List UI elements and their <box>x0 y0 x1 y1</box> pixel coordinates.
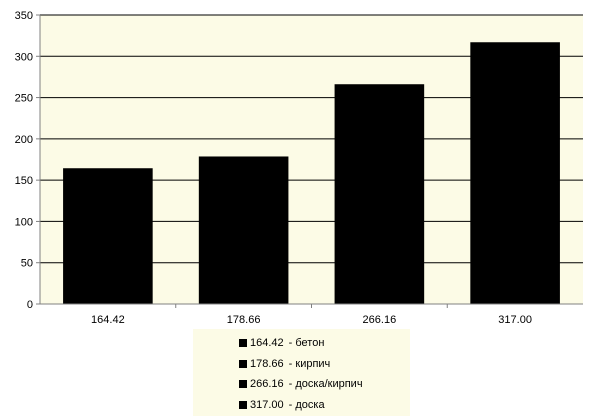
bar <box>198 156 289 304</box>
legend-item: 164.42 - бетон <box>239 333 410 354</box>
legend-item: 317.00 - доска <box>239 395 410 416</box>
legend-swatch <box>239 380 247 389</box>
legend-value: 178.66 <box>250 357 284 370</box>
legend-item: 266.16 - доска/кирпич <box>239 374 410 395</box>
legend-label: - кирпич <box>288 357 331 370</box>
legend-swatch <box>239 359 247 368</box>
y-tick-label: 150 <box>15 175 33 187</box>
legend-label: - бетон <box>288 337 325 350</box>
legend: 164.42 - бетон 178.66 - кирпич 266.16 - … <box>193 329 410 416</box>
bars <box>63 42 560 305</box>
x-tick-labels: 164.42 178.66 266.16 317.00 <box>91 314 532 326</box>
y-tick-label: 0 <box>27 299 33 311</box>
y-tick-label: 200 <box>15 134 33 146</box>
y-tick-label: 350 <box>15 10 33 22</box>
x-tick-label: 317.00 <box>498 314 532 326</box>
axes <box>36 14 583 308</box>
legend-swatch <box>239 400 247 409</box>
x-tick-label: 266.16 <box>363 314 397 326</box>
legend-label: - доска/кирпич <box>288 378 363 391</box>
bar <box>470 42 560 305</box>
bar <box>63 168 153 304</box>
y-tick-labels: 0 50 100 150 200 250 300 350 <box>15 10 33 311</box>
legend-value: 164.42 <box>250 337 284 350</box>
y-tick-label: 50 <box>21 258 33 270</box>
y-tick-label: 300 <box>15 51 33 63</box>
legend-value: 317.00 <box>250 398 284 411</box>
legend-swatch <box>239 339 247 348</box>
legend-item: 178.66 - кирпич <box>239 354 410 375</box>
y-tick-label: 100 <box>15 216 33 228</box>
bar <box>334 84 425 305</box>
x-tick-label: 178.66 <box>227 314 261 326</box>
legend-label: - доска <box>288 398 325 411</box>
legend-value: 266.16 <box>250 378 284 391</box>
y-tick-label: 250 <box>15 93 33 105</box>
x-tick-label: 164.42 <box>91 314 125 326</box>
